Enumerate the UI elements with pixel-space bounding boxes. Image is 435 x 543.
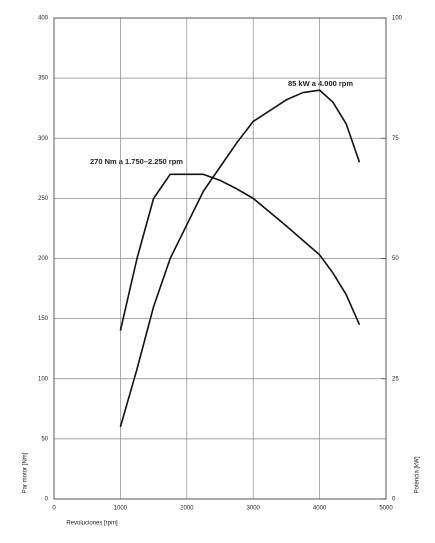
x-tick-label: 1000 xyxy=(114,506,128,512)
y-tick-label: 300 xyxy=(38,136,49,142)
y-tick-label: 350 xyxy=(38,76,49,82)
y2-tick-label: 0 xyxy=(392,497,396,503)
y-tick-label: 250 xyxy=(38,196,49,202)
y-tick-label: 400 xyxy=(38,16,49,22)
series-line xyxy=(119,173,361,331)
y-tick-label: 150 xyxy=(38,316,49,322)
y-axis-label: Par motor [Nm] xyxy=(23,452,29,493)
x-tick-label: 3000 xyxy=(247,506,261,512)
y2-axis-label: Potencia [kW] xyxy=(415,456,421,493)
x-tick-label: 2000 xyxy=(180,506,194,512)
y-tick-label: 0 xyxy=(45,497,49,503)
x-tick-label: 5000 xyxy=(379,506,393,512)
x-axis-label: Revoluciones [rpm] xyxy=(66,521,118,527)
y2-tick-label: 25 xyxy=(392,376,399,382)
y-tick-label: 100 xyxy=(38,376,49,382)
y-tick-label: 50 xyxy=(41,436,48,442)
y2-tick-label: 50 xyxy=(392,256,399,262)
y-tick-label: 200 xyxy=(38,256,49,262)
annotation: 270 Nm a 1.750–2.250 rpm xyxy=(90,157,183,166)
y2-tick-label: 75 xyxy=(392,136,399,142)
annotation: 85 kW a 4.000 rpm xyxy=(288,79,353,88)
x-tick-label: 0 xyxy=(52,506,56,512)
y2-tick-label: 100 xyxy=(392,16,403,22)
x-tick-label: 4000 xyxy=(313,506,327,512)
plot-frame xyxy=(53,17,387,500)
series-line xyxy=(119,89,361,428)
